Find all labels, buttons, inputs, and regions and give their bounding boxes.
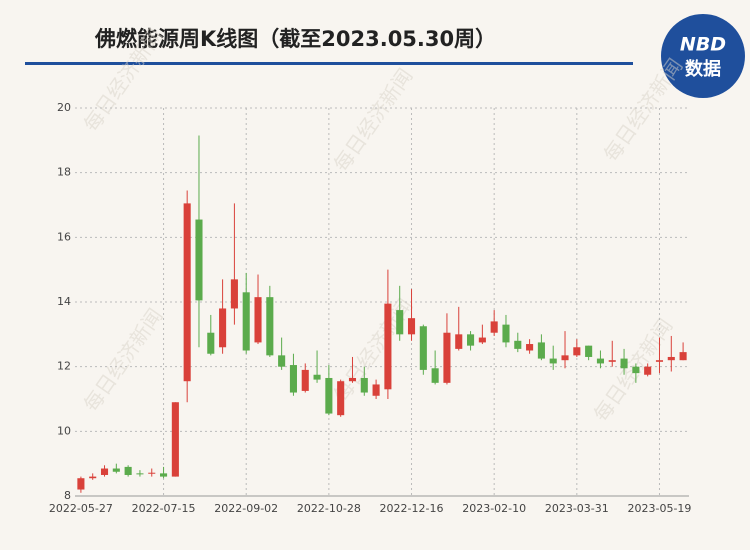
candle-body bbox=[549, 358, 557, 364]
candle-body bbox=[455, 334, 463, 349]
candle-body bbox=[77, 478, 85, 490]
candle-body bbox=[490, 321, 498, 333]
candle-body bbox=[608, 360, 616, 362]
candle-body bbox=[100, 468, 109, 475]
logo-bottom: 数据 bbox=[685, 58, 721, 80]
candle-body bbox=[679, 352, 687, 361]
candle-body bbox=[266, 297, 274, 356]
candle-body bbox=[467, 334, 475, 346]
candle-body bbox=[526, 344, 534, 351]
candle-body bbox=[148, 472, 156, 474]
candle-body bbox=[419, 326, 427, 370]
candle-body bbox=[230, 279, 238, 309]
x-tick-label: 2022-12-16 bbox=[380, 502, 444, 515]
candle-body bbox=[596, 358, 604, 364]
candle-body bbox=[242, 292, 250, 351]
x-tick-label: 2022-05-27 bbox=[49, 502, 113, 515]
candle-body bbox=[325, 377, 333, 414]
candle-body bbox=[537, 342, 545, 359]
candle-body bbox=[195, 219, 203, 301]
candle-body bbox=[348, 377, 357, 382]
candle-body bbox=[667, 356, 675, 361]
x-tick-label: 2022-07-15 bbox=[132, 502, 196, 515]
x-tick-label: 2022-09-02 bbox=[214, 502, 278, 515]
candle-body bbox=[160, 473, 168, 477]
logo bbox=[661, 14, 745, 98]
candle-body bbox=[502, 324, 510, 343]
candle-body bbox=[620, 358, 628, 369]
y-tick-label: 20 bbox=[57, 101, 71, 114]
candle-body bbox=[124, 466, 132, 475]
candle-body bbox=[384, 303, 392, 390]
candle-body bbox=[431, 368, 439, 383]
candle-body bbox=[573, 347, 581, 356]
candle-body bbox=[183, 203, 191, 382]
candle-body bbox=[301, 369, 309, 391]
x-tick-label: 2023-05-19 bbox=[628, 502, 692, 515]
candle-body bbox=[337, 381, 345, 416]
candle-body bbox=[89, 476, 97, 479]
candle-body bbox=[278, 355, 286, 367]
y-tick-label: 10 bbox=[57, 424, 71, 437]
candle-body bbox=[644, 366, 652, 375]
candle-body bbox=[171, 402, 179, 477]
candle-body bbox=[372, 384, 380, 396]
y-tick-label: 18 bbox=[57, 166, 71, 179]
title-rule bbox=[25, 62, 633, 65]
candle-body bbox=[207, 332, 215, 354]
chart-title: 佛燃能源周K线图（截至2023.05.30周） bbox=[94, 27, 496, 51]
y-tick-label: 8 bbox=[64, 489, 71, 502]
candle-body bbox=[585, 345, 593, 357]
candle-body bbox=[254, 297, 262, 343]
candle-body bbox=[655, 360, 664, 362]
candle-body bbox=[561, 355, 569, 361]
candle-body bbox=[407, 318, 416, 335]
candle-body bbox=[632, 366, 640, 374]
candle-body bbox=[514, 340, 522, 349]
candle-body bbox=[313, 374, 321, 380]
candle-body bbox=[136, 473, 144, 475]
x-tick-label: 2022-10-28 bbox=[297, 502, 361, 515]
x-tick-label: 2023-02-10 bbox=[462, 502, 526, 515]
candle-body bbox=[443, 332, 451, 383]
y-tick-label: 16 bbox=[57, 230, 71, 243]
x-tick-label: 2023-03-31 bbox=[545, 502, 609, 515]
candle-body bbox=[360, 377, 368, 393]
candle-body bbox=[478, 337, 486, 343]
candle-body bbox=[396, 310, 404, 335]
candle-body bbox=[289, 365, 297, 393]
logo-top: NBD bbox=[680, 34, 726, 56]
candle-body bbox=[112, 468, 120, 472]
candle-body bbox=[219, 308, 227, 348]
y-tick-label: 12 bbox=[57, 360, 71, 373]
y-tick-label: 14 bbox=[57, 295, 71, 308]
